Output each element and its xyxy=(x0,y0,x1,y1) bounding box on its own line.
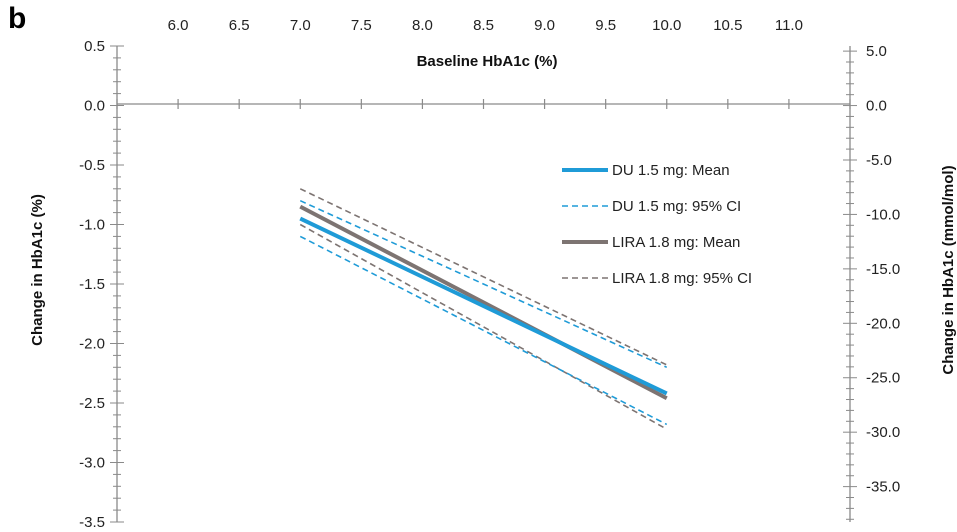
x-tick-label: 6.0 xyxy=(168,17,189,34)
x-tick-label: 7.0 xyxy=(290,17,311,34)
y-tick-label: 0.0 xyxy=(84,98,105,115)
series-lines xyxy=(299,188,668,430)
x-tick-label: 11.0 xyxy=(775,17,803,34)
series-line-4 xyxy=(299,188,668,366)
y2-tick-label: -30.0 xyxy=(866,424,900,441)
series-line-2 xyxy=(299,235,668,426)
y2-tick-label: -20.0 xyxy=(866,315,900,332)
x-tick-label: 7.5 xyxy=(351,17,372,34)
y-tick-label: -1.0 xyxy=(79,217,105,234)
x-tick-label: 6.5 xyxy=(229,17,250,34)
y2-tick-label: 5.0 xyxy=(866,43,887,60)
y-tick-label: -3.5 xyxy=(79,514,105,531)
series-line-1 xyxy=(299,199,668,369)
y2-tick-label: -35.0 xyxy=(866,479,900,496)
y-axis-title: Change in HbA1c (%) xyxy=(29,194,46,346)
y2-tick-label: -25.0 xyxy=(866,370,900,387)
y2-tick-label: 0.0 xyxy=(866,98,887,115)
legend-label: DU 1.5 mg: Mean xyxy=(612,162,730,179)
y2-tick-label: -15.0 xyxy=(866,261,900,278)
panel-label: b xyxy=(8,2,26,35)
x-tick-label: 8.5 xyxy=(473,17,494,34)
x-tick-label: 9.5 xyxy=(595,17,616,34)
x-tick-label: 8.0 xyxy=(412,17,433,34)
x-tick-label: 10.5 xyxy=(713,17,742,34)
y2-tick-label: -5.0 xyxy=(866,152,892,169)
y2-axis-title: Change in HbA1c (mmol/mol) xyxy=(940,165,957,374)
y-tick-label: -2.0 xyxy=(79,336,105,353)
y-tick-label: 0.5 xyxy=(84,38,105,55)
axes: 6.0 6.5 7.0 7.5 8.0 8.5 9.0 9.5 10.0 10.5 11.0 0.5 0… xyxy=(79,17,900,531)
y-tick-label: -2.5 xyxy=(79,395,105,412)
y-tick-label: -3.0 xyxy=(79,455,105,472)
x-axis-title: Baseline HbA1c (%) xyxy=(417,53,558,70)
legend-label: LIRA 1.8 mg: Mean xyxy=(612,234,740,251)
x-tick-label: 9.0 xyxy=(534,17,555,34)
y-tick-label: -0.5 xyxy=(79,157,105,174)
y-tick-label: -1.5 xyxy=(79,276,105,293)
series-line-5 xyxy=(299,223,668,430)
legend-label: LIRA 1.8 mg: 95% CI xyxy=(612,270,752,287)
legend: DU 1.5 mg: Mean DU 1.5 mg: 95% CI LIRA 1.8… xyxy=(562,162,752,287)
x-tick-label: 10.0 xyxy=(652,17,681,34)
legend-label: DU 1.5 mg: 95% CI xyxy=(612,198,741,215)
y2-tick-label: -10.0 xyxy=(866,206,900,223)
series-line-0 xyxy=(299,216,668,396)
